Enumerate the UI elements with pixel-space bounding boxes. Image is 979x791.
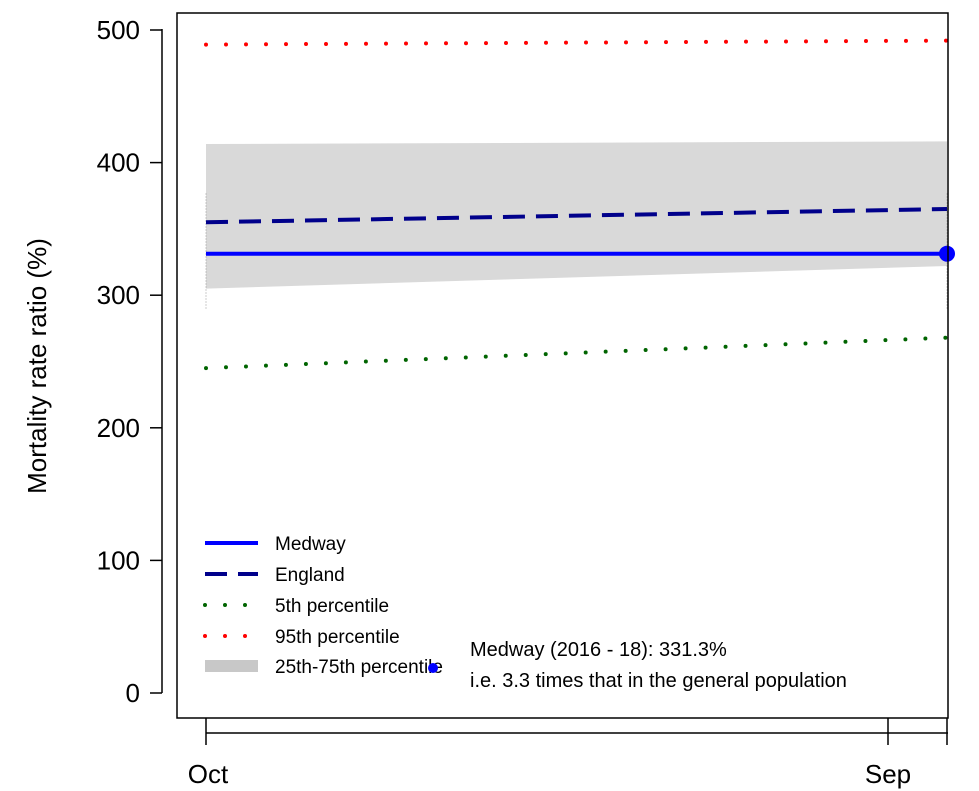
y-tick-label-500: 500	[97, 15, 140, 45]
y-tick-label-200: 200	[97, 413, 140, 443]
y-axis-title: Mortality rate ratio (%)	[22, 238, 52, 494]
series-95th-percentile	[204, 38, 949, 47]
y-tick-label-400: 400	[97, 148, 140, 178]
x-tick-label-1: Sep	[865, 759, 911, 789]
series-layer	[204, 38, 955, 371]
legend-label-4: 25th-75th percentile	[275, 657, 443, 678]
annotation-marker	[428, 663, 438, 673]
legend-label-3: 95th percentile	[275, 627, 400, 648]
highlight-point	[939, 245, 955, 262]
y-tick-label-0: 0	[126, 678, 140, 708]
series-england	[205, 207, 948, 225]
annotation-line-2: i.e. 3.3 times that in the general popul…	[470, 670, 847, 692]
legend-label-2: 5th percentile	[275, 596, 389, 617]
annotation-line-1: Medway (2016 - 18): 331.3%	[470, 639, 727, 661]
series-5th-percentile	[204, 335, 949, 371]
annotation: Medway (2016 - 18): 331.3% i.e. 3.3 time…	[428, 639, 847, 692]
x-axis: Oct Sep	[188, 718, 948, 789]
plot-frame	[176, 12, 949, 719]
legend-label-0: Medway	[275, 534, 346, 555]
legend-label-1: England	[275, 565, 345, 586]
y-axis: 0 100 200 300 400 500	[97, 15, 163, 708]
y-tick-label-300: 300	[97, 280, 140, 310]
legend: Medway England 5th percentile 95th percenti…	[203, 534, 443, 678]
y-tick-label-100: 100	[97, 545, 140, 575]
x-tick-label-0: Oct	[188, 759, 229, 789]
